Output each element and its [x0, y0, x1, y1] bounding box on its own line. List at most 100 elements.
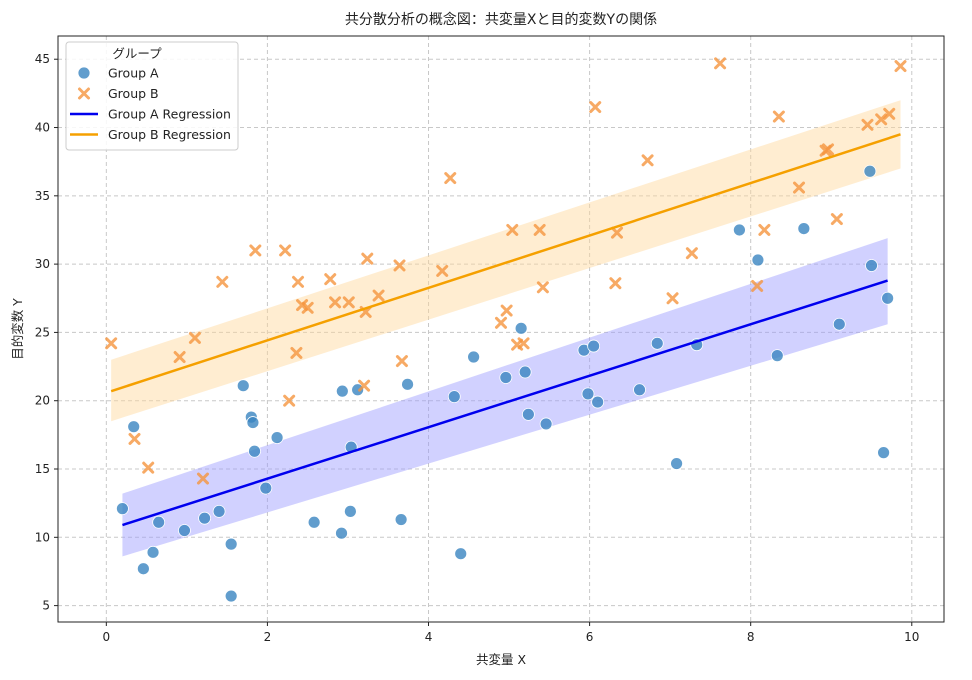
point-group-b — [393, 259, 406, 272]
point-group-b — [292, 275, 305, 288]
point-group-a — [335, 384, 349, 398]
x-tick-label: 6 — [586, 630, 594, 644]
point-group-b — [142, 461, 155, 474]
point-group-b — [279, 244, 292, 257]
point-group-b — [173, 351, 186, 364]
point-group-b — [641, 154, 654, 167]
point-group-a — [178, 524, 191, 537]
point-group-a — [224, 537, 238, 551]
point-group-a — [514, 321, 528, 335]
point-group-a — [152, 515, 166, 529]
y-tick-label: 40 — [35, 121, 50, 135]
point-group-a — [270, 431, 284, 444]
point-group-b — [883, 107, 896, 120]
point-group-b — [714, 57, 727, 70]
legend-title: グループ — [112, 46, 162, 61]
point-group-a — [587, 339, 601, 353]
point-group-b — [610, 226, 623, 239]
regression-line — [110, 133, 901, 393]
y-tick-label: 10 — [35, 530, 50, 544]
point-group-a — [521, 407, 535, 421]
confidence-band — [122, 238, 888, 557]
point-group-a — [751, 253, 765, 267]
point-group-b — [358, 379, 371, 392]
point-group-b — [517, 337, 530, 350]
point-group-a — [351, 383, 365, 397]
point-group-b — [216, 275, 229, 288]
point-group-b — [444, 172, 457, 185]
y-tick-label: 20 — [35, 394, 50, 408]
point-group-a — [146, 545, 160, 559]
point-group-a — [650, 336, 664, 350]
point-group-b — [188, 331, 201, 344]
regression-lines — [110, 133, 901, 527]
point-group-a — [670, 457, 683, 470]
y-tick-label: 25 — [35, 325, 50, 339]
legend-label: Group A — [108, 66, 159, 81]
point-group-b — [894, 60, 907, 73]
point-group-b — [324, 273, 337, 286]
point-group-a — [401, 377, 414, 391]
y-tick-label: 35 — [35, 189, 50, 203]
point-group-b — [395, 355, 408, 368]
plot-frame — [57, 35, 945, 623]
axis-ticks: 0 2 4 6 8 10 5 10 15 20 25 30 35 40 45 — [35, 52, 920, 644]
point-group-b — [751, 279, 764, 292]
point-group-b — [283, 394, 296, 407]
point-group-b — [861, 118, 874, 131]
point-group-b — [666, 292, 679, 305]
point-group-b — [128, 432, 141, 445]
point-group-b — [196, 472, 209, 485]
point-group-a — [116, 502, 129, 516]
point-group-b — [301, 301, 314, 314]
confidence-bands — [111, 100, 901, 557]
point-group-a — [518, 365, 532, 379]
legend-box — [65, 41, 239, 151]
point-group-b — [361, 252, 374, 265]
y-tick-label: 30 — [35, 257, 50, 271]
x-tick-label: 4 — [425, 630, 433, 644]
point-group-a — [343, 504, 357, 518]
confidence-band — [111, 100, 901, 422]
point-group-a — [447, 390, 461, 404]
point-group-a — [633, 383, 646, 397]
point-group-a — [770, 349, 784, 363]
point-group-b — [609, 277, 622, 290]
point-group-a — [499, 371, 513, 384]
chart-title: 共分散分析の概念図：共変量Xと目的変数Yの関係 — [345, 11, 657, 28]
point-group-a — [467, 350, 481, 364]
point-group-b — [685, 247, 698, 260]
point-group-a — [863, 164, 877, 178]
point-group-b — [372, 289, 385, 302]
x-tick-label: 10 — [904, 630, 919, 644]
point-group-b — [249, 244, 262, 257]
point-group-a — [394, 513, 408, 526]
point-group-b — [495, 316, 507, 329]
point-group-a — [259, 481, 273, 495]
x-tick-label: 2 — [264, 630, 272, 644]
point-group-b — [758, 223, 771, 236]
point-group-b — [772, 110, 785, 123]
point-group-a — [591, 395, 605, 409]
point-group-b — [329, 296, 342, 309]
point-group-b — [506, 223, 519, 236]
point-group-a — [733, 223, 746, 237]
legend-entry: Group A — [77, 66, 159, 81]
point-group-a — [865, 259, 878, 272]
legend-label: Group A Regression — [108, 107, 231, 122]
regression-line — [122, 279, 888, 527]
point-group-a — [307, 515, 321, 529]
legend-entry: Group B Regression — [70, 127, 231, 142]
legend-entry: Group A Regression — [70, 107, 231, 122]
point-group-b — [822, 143, 835, 156]
point-group-a — [224, 589, 238, 603]
point-group-b — [589, 101, 602, 114]
point-group-a — [212, 504, 226, 518]
point-group-b — [536, 281, 549, 294]
point-group-a — [335, 526, 348, 540]
scatter-points — [105, 57, 907, 603]
point-group-a — [797, 222, 811, 236]
point-group-b — [105, 337, 118, 350]
